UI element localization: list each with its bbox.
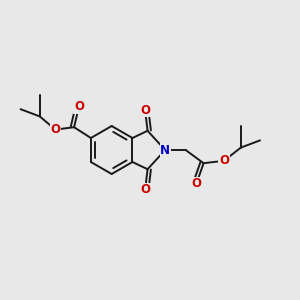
Text: O: O	[219, 154, 229, 167]
Text: N: N	[160, 143, 170, 157]
Text: O: O	[140, 104, 150, 117]
Text: O: O	[74, 100, 84, 113]
Text: O: O	[140, 183, 150, 196]
Text: O: O	[191, 177, 201, 190]
Text: O: O	[50, 123, 60, 136]
